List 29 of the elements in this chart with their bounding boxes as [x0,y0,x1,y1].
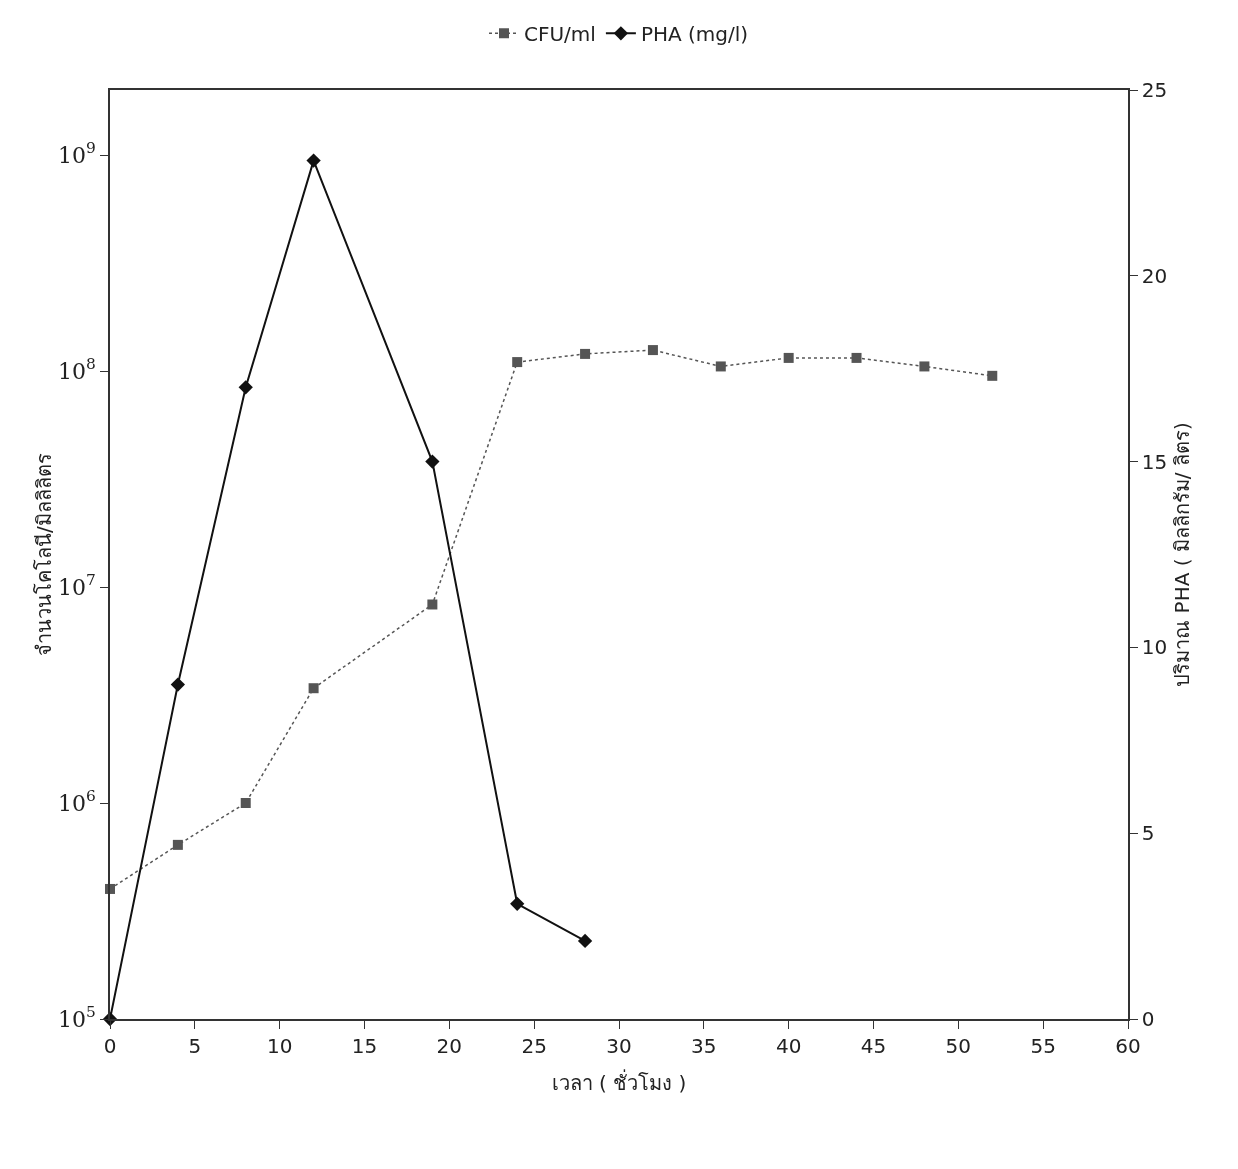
y2-tick-label: 5 [1141,821,1155,846]
x-tick-label: 30 [606,1033,632,1058]
y-axis-title: จำนวนโคโลนี/มิลลิลิตร [32,453,57,656]
legend-label: PHA (mg/l) [640,22,749,47]
x-tick-label: 60 [1115,1033,1141,1058]
y2-tick-label: 25 [1141,78,1168,102]
x-tick-label: 40 [775,1033,802,1058]
y-tick-label: 10$^{9}$ [58,139,96,168]
x-tick-label: 45 [860,1033,887,1058]
x-tick-label: 25 [521,1033,547,1058]
y2-tick-label: 10 [1141,635,1168,660]
y-tick-label: 10$^{5}$ [58,1003,96,1032]
x-tick-label: 55 [1030,1033,1056,1058]
y2-tick-label: 20 [1141,263,1168,288]
y-tick-label: 10$^{8}$ [58,355,96,384]
x-tick-label: 35 [691,1033,717,1058]
y2-tick-label: 15 [1141,449,1168,474]
x-tick-label: 50 [945,1033,972,1058]
x-tick-label: 5 [188,1033,202,1058]
x-tick-label: 10 [266,1033,293,1058]
x-axis-title: เวลา ( ชั่วโมง ) [551,1068,687,1095]
x-tick-label: 20 [436,1033,463,1058]
legend-label: CFU/ml [524,22,596,47]
y-tick-label: 10$^{6}$ [58,787,96,816]
y-tick-label: 10$^{7}$ [58,571,96,600]
x-tick-label: 0 [103,1033,117,1058]
y2-axis-title: ปริมาณ PHA ( มิลลิกรัม/ ลิตร) [1169,422,1194,687]
x-tick-label: 15 [351,1033,378,1058]
y2-tick-label: 0 [1141,1007,1155,1031]
